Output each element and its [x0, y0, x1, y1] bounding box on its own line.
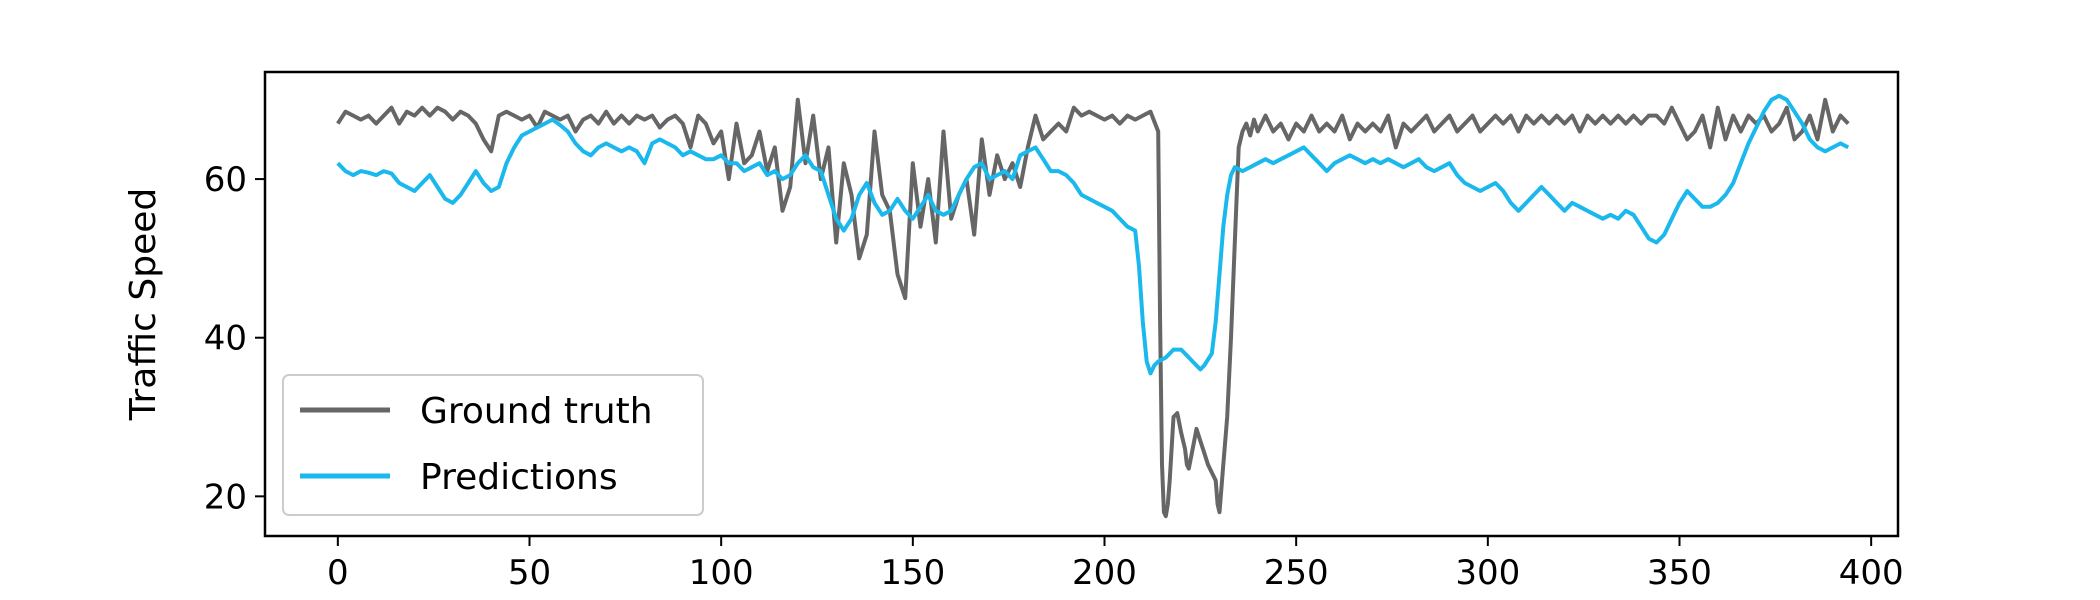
x-tick-label: 200 — [1072, 553, 1137, 593]
x-tick-label: 50 — [508, 553, 551, 593]
x-tick-label: 350 — [1647, 553, 1712, 593]
x-tick-label: 300 — [1455, 553, 1520, 593]
x-tick-label: 250 — [1264, 553, 1329, 593]
y-tick-label: 60 — [204, 160, 247, 200]
x-axis: 0 50 100 150 200 250 300 350 400 — [327, 536, 1904, 593]
y-tick-label: 20 — [204, 477, 247, 517]
x-tick-label: 100 — [689, 553, 754, 593]
y-axis-label: Traffic Speed — [123, 188, 164, 421]
series-ground-truth-line — [336, 97, 1850, 519]
x-tick-label: 150 — [880, 553, 945, 593]
series-predictions-line — [336, 93, 1850, 376]
legend-label-ground-truth: Ground truth — [420, 391, 653, 432]
y-tick-label: 40 — [204, 319, 247, 359]
series-layer — [336, 93, 1850, 519]
legend-label-predictions: Predictions — [420, 457, 618, 498]
legend: Ground truth Predictions — [282, 374, 704, 516]
y-axis: 20 40 60 — [204, 160, 265, 517]
plot-frame — [263, 70, 1900, 538]
x-tick-label: 400 — [1839, 553, 1904, 593]
x-tick-label: 0 — [327, 553, 349, 593]
